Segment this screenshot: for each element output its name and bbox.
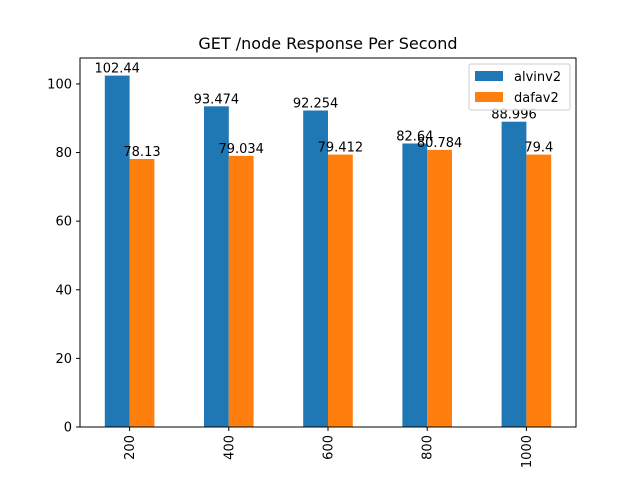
- plot-area: 102.44 93.474 92.254 82.64 88.996 78.13 79.034…: [47, 57, 577, 468]
- legend-swatch: [475, 71, 503, 81]
- bar-value-label: 78.13: [123, 145, 160, 160]
- bar: [228, 155, 254, 428]
- chart-title: GET /node Response Per Second: [198, 34, 457, 53]
- x-tick-label: 1000: [520, 435, 535, 468]
- bar: [328, 154, 353, 428]
- bar: [204, 106, 229, 427]
- x-tick-label: 200: [123, 435, 138, 460]
- legend-label: dafav2: [514, 91, 559, 106]
- y-tick-label: 40: [55, 283, 72, 298]
- legend-label: alvinv2: [514, 70, 561, 85]
- bar: [402, 143, 428, 428]
- y-tick-label: 20: [55, 352, 72, 367]
- bar: [104, 75, 130, 428]
- bar-value-label: 79.034: [218, 142, 264, 157]
- bar: [427, 149, 452, 427]
- bar: [303, 110, 328, 427]
- x-tick-label: 400: [222, 435, 237, 460]
- y-tick-label: 100: [47, 77, 72, 92]
- y-tick-label: 60: [55, 215, 72, 230]
- bar: [526, 154, 552, 427]
- legend-swatch: [475, 92, 503, 102]
- bar: [129, 158, 155, 427]
- bar: [501, 121, 527, 427]
- bar-value-label: 88.996: [491, 108, 537, 123]
- bar-value-label: 79.4: [524, 141, 553, 156]
- y-tick-label: 80: [55, 146, 72, 161]
- x-tick-label: 800: [421, 435, 436, 460]
- bar-value-label: 82.64: [396, 129, 433, 144]
- x-tick-label: 600: [322, 435, 337, 460]
- bar-value-label: 80.784: [417, 136, 463, 151]
- bar-value-label: 92.254: [293, 97, 339, 112]
- bar-value-label: 102.44: [94, 62, 140, 77]
- bar-value-label: 79.412: [318, 141, 364, 156]
- bar-value-label: 93.474: [194, 92, 240, 107]
- y-tick-label: 0: [64, 421, 72, 436]
